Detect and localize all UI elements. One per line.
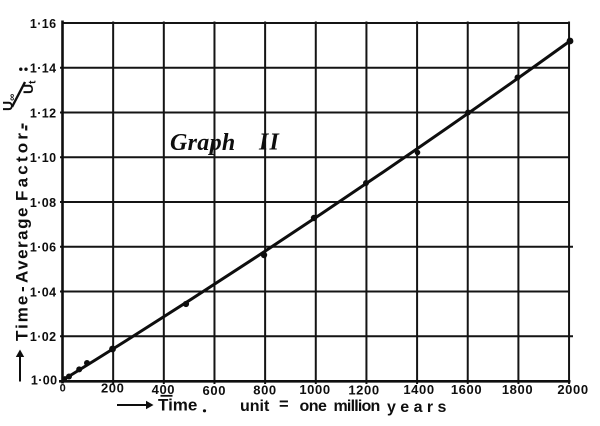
svg-text:0: 0	[60, 383, 67, 395]
svg-text:Time: Time	[13, 294, 32, 341]
svg-text:1·10: 1·10	[30, 151, 57, 165]
svg-text:-: -	[13, 286, 32, 292]
svg-text:1·12: 1·12	[30, 107, 57, 121]
svg-text:1800: 1800	[502, 382, 533, 397]
svg-text:1·14: 1·14	[30, 62, 57, 76]
svg-text:600: 600	[203, 383, 227, 398]
svg-text:1·08: 1·08	[30, 196, 57, 210]
svg-text:million: million	[334, 398, 380, 415]
svg-text:1400: 1400	[403, 382, 434, 397]
svg-text:200: 200	[101, 381, 125, 396]
svg-text:years: years	[387, 399, 451, 416]
svg-text:400: 400	[152, 382, 176, 397]
svg-text:1·02: 1·02	[30, 330, 57, 344]
svg-text:1·04: 1·04	[30, 286, 57, 300]
svg-text:1·00: 1·00	[31, 374, 58, 388]
svg-text:Time: Time	[158, 396, 197, 415]
svg-text:=: =	[279, 396, 289, 414]
svg-text:2000: 2000	[557, 382, 588, 397]
svg-text:unit: unit	[240, 398, 270, 415]
svg-text:1600: 1600	[451, 382, 482, 397]
svg-text:Factor: Factor	[13, 130, 32, 201]
svg-text:Average: Average	[13, 206, 32, 283]
svg-text:1·16: 1·16	[30, 17, 57, 31]
svg-text:Graph: Graph	[170, 130, 236, 156]
svg-text:1·06: 1·06	[30, 241, 57, 255]
svg-text:1200: 1200	[348, 383, 379, 398]
svg-text:II: II	[258, 130, 281, 156]
svg-text:one: one	[300, 398, 328, 415]
svg-text:800: 800	[253, 383, 277, 398]
svg-text:1000: 1000	[299, 382, 330, 397]
